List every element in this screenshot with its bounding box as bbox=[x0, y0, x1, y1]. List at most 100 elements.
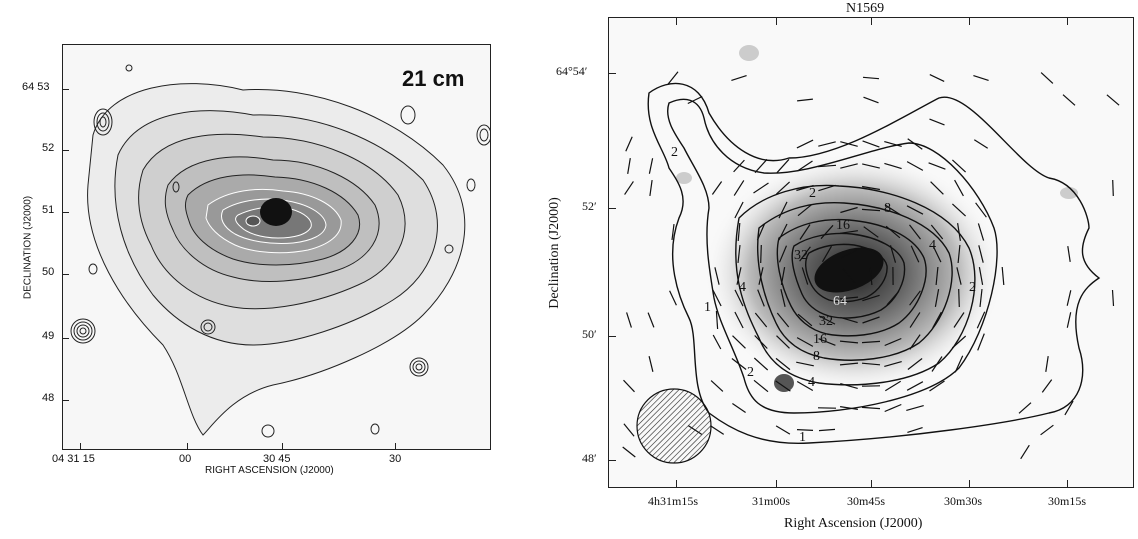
polarization-vector bbox=[625, 136, 633, 152]
polarization-vector bbox=[775, 425, 791, 435]
polarization-vector bbox=[884, 162, 902, 170]
polarization-vector bbox=[951, 203, 967, 217]
polarization-vector bbox=[861, 406, 881, 410]
polarization-vector bbox=[861, 340, 881, 344]
polarization-vector bbox=[818, 184, 836, 192]
polarization-vector bbox=[776, 312, 790, 328]
polarization-vector bbox=[647, 312, 655, 328]
polarization-vector bbox=[757, 289, 765, 307]
polarization-vector bbox=[889, 245, 897, 263]
polarization-vector bbox=[737, 222, 741, 242]
contour-label: 8 bbox=[884, 201, 891, 216]
polarization-vector bbox=[734, 289, 744, 307]
right-xtick-4: 30m15s bbox=[1048, 494, 1087, 508]
polarization-vector bbox=[932, 245, 942, 263]
polarization-vector bbox=[1020, 444, 1030, 460]
polarization-vector bbox=[863, 96, 879, 104]
polarization-vector bbox=[862, 294, 880, 302]
right-xtick-3: 30m30s bbox=[944, 494, 983, 508]
contour-label: 2 bbox=[809, 186, 816, 201]
polarization-vector bbox=[839, 362, 859, 366]
polarization-vector bbox=[910, 245, 920, 263]
polarization-vector bbox=[731, 358, 747, 370]
left-ytick-4: 49 bbox=[42, 330, 55, 342]
polarization-vector bbox=[818, 428, 836, 432]
contour-label: 32 bbox=[794, 248, 808, 263]
right-ytick-2: 50′ bbox=[582, 327, 597, 341]
polarization-vector bbox=[840, 163, 858, 169]
polarization-vector bbox=[754, 158, 768, 174]
polarization-vector bbox=[1106, 94, 1120, 106]
polarization-vector bbox=[1067, 246, 1071, 262]
polarization-vector bbox=[796, 139, 814, 149]
polarization-vector bbox=[818, 315, 836, 325]
left-ytick-0: 64 53 bbox=[22, 81, 50, 93]
polarization-vector bbox=[906, 381, 924, 391]
polarization-vector bbox=[797, 313, 813, 327]
polarization-vector bbox=[886, 290, 900, 306]
polarization-vector bbox=[817, 164, 837, 168]
polarization-vector bbox=[760, 244, 762, 264]
polarization-vector bbox=[979, 289, 983, 307]
contour-label: 1 bbox=[704, 300, 711, 315]
polarization-vector bbox=[977, 223, 985, 241]
polarization-vector bbox=[954, 355, 964, 373]
left-ytick-3: 50 bbox=[42, 266, 55, 278]
left-xtick-3: 30 bbox=[389, 453, 402, 465]
polarization-vector bbox=[1045, 356, 1049, 372]
hi-21cm-contour-map bbox=[70, 64, 490, 438]
polarization-vector bbox=[776, 158, 790, 174]
polarization-vector bbox=[623, 379, 635, 393]
contour-label: 2 bbox=[671, 145, 678, 160]
polarization-vector bbox=[796, 361, 814, 367]
polarization-vector bbox=[884, 337, 902, 347]
polarization-vector bbox=[978, 245, 984, 263]
polarization-vector bbox=[907, 427, 923, 433]
contour-label: 8 bbox=[813, 349, 820, 364]
polarization-vector bbox=[778, 201, 788, 219]
polarization-vector bbox=[884, 403, 902, 413]
polarization-vector bbox=[862, 76, 880, 80]
polarization-vector bbox=[754, 335, 768, 349]
polarization-vector bbox=[906, 205, 924, 215]
left-xtick-0: 04 31 15 bbox=[52, 453, 95, 465]
polarization-vector bbox=[1041, 379, 1053, 393]
polarization-contour-map bbox=[622, 45, 1120, 464]
polarization-vector bbox=[954, 179, 964, 197]
polarization-vector bbox=[976, 311, 986, 329]
polarization-vector bbox=[951, 159, 967, 173]
polarization-vector bbox=[909, 290, 921, 306]
polarization-vector bbox=[649, 180, 653, 196]
polarization-vector bbox=[1001, 266, 1005, 286]
right-xtick-0: 4h31m15s bbox=[648, 494, 699, 508]
polarization-vector bbox=[973, 139, 989, 149]
polarization-vector bbox=[753, 182, 769, 194]
polarization-vector bbox=[818, 338, 836, 346]
right-ytick-3: 48′ bbox=[582, 451, 597, 465]
polarization-vector bbox=[884, 361, 902, 367]
polarization-vector bbox=[957, 244, 961, 264]
polarization-vector bbox=[885, 225, 901, 239]
polarization-vector bbox=[799, 246, 811, 262]
polarization-vector bbox=[780, 289, 786, 307]
polarization-vector bbox=[821, 245, 833, 263]
left-map-frame bbox=[62, 44, 491, 450]
polarization-vector bbox=[973, 75, 989, 81]
polarization-vector bbox=[711, 181, 723, 195]
left-xtick-1: 00 bbox=[179, 453, 192, 465]
right-xtick-1: 31m00s bbox=[752, 494, 791, 508]
polarization-vector bbox=[799, 224, 811, 240]
polarization-vector bbox=[840, 406, 858, 410]
polarization-vector bbox=[909, 312, 921, 328]
left-xlabel: RIGHT ASCENSION (J2000) bbox=[205, 465, 334, 476]
polarization-vector bbox=[797, 98, 813, 102]
polarization-vector bbox=[671, 224, 675, 240]
polarization-vector bbox=[931, 356, 943, 372]
polarization-vector bbox=[796, 429, 814, 431]
beam-ellipse bbox=[636, 388, 712, 464]
polarization-vector bbox=[712, 289, 722, 307]
polarization-vector bbox=[839, 296, 859, 300]
polarization-vector bbox=[932, 311, 942, 329]
polarization-vector bbox=[957, 223, 961, 241]
polarization-vector bbox=[839, 340, 859, 344]
